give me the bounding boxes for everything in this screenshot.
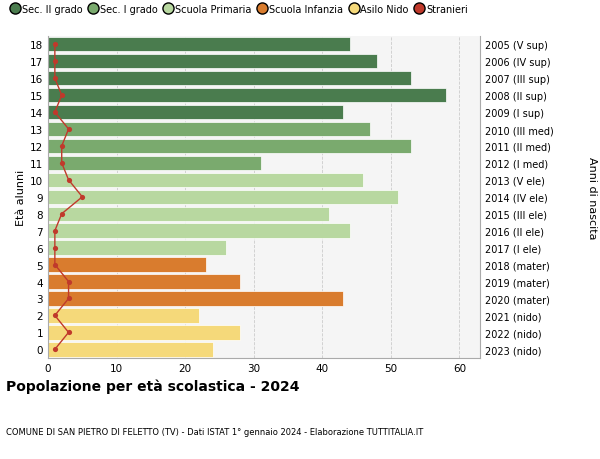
Point <box>64 278 73 285</box>
Point <box>50 312 59 319</box>
Point <box>64 126 73 134</box>
Y-axis label: Età alunni: Età alunni <box>16 169 26 225</box>
Point <box>50 346 59 353</box>
Bar <box>48 38 350 52</box>
Point <box>50 109 59 117</box>
Text: Popolazione per età scolastica - 2024: Popolazione per età scolastica - 2024 <box>6 379 299 393</box>
Bar <box>48 89 446 103</box>
Point <box>64 329 73 336</box>
Bar <box>48 342 212 357</box>
Point <box>57 143 67 150</box>
Bar <box>48 72 412 86</box>
Point <box>64 295 73 302</box>
Bar <box>48 106 343 120</box>
Bar <box>48 157 260 171</box>
Text: Anni di nascita: Anni di nascita <box>587 156 597 239</box>
Point <box>50 41 59 49</box>
Bar <box>48 140 412 154</box>
Point <box>50 228 59 235</box>
Point <box>57 211 67 218</box>
Bar <box>48 258 206 272</box>
Bar <box>48 190 398 205</box>
Text: COMUNE DI SAN PIETRO DI FELETTO (TV) - Dati ISTAT 1° gennaio 2024 - Elaborazione: COMUNE DI SAN PIETRO DI FELETTO (TV) - D… <box>6 427 423 436</box>
Legend: Sec. II grado, Sec. I grado, Scuola Primaria, Scuola Infanzia, Asilo Nido, Stran: Sec. II grado, Sec. I grado, Scuola Prim… <box>11 5 468 15</box>
Bar <box>48 55 377 69</box>
Point <box>64 177 73 184</box>
Point <box>77 194 87 201</box>
Bar <box>48 275 240 289</box>
Point <box>57 92 67 100</box>
Bar <box>48 123 370 137</box>
Point <box>50 245 59 252</box>
Bar <box>48 207 329 221</box>
Point <box>57 160 67 167</box>
Point <box>50 75 59 83</box>
Point <box>50 58 59 66</box>
Bar <box>48 325 240 340</box>
Point <box>50 261 59 269</box>
Bar <box>48 241 226 255</box>
Bar <box>48 173 364 188</box>
Bar <box>48 308 199 323</box>
Bar <box>48 224 350 238</box>
Bar <box>48 291 343 306</box>
